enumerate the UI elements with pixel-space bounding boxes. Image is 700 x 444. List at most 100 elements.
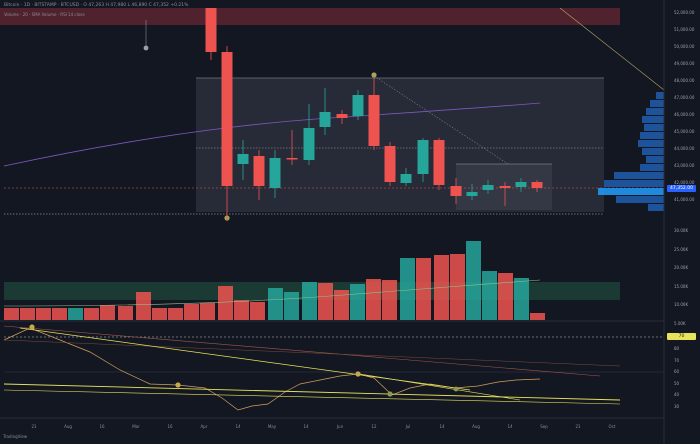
price-axis[interactable]	[664, 0, 700, 444]
time-axis-label: 21	[575, 424, 581, 429]
footer-brand: TradingView	[3, 434, 28, 439]
profile-bar	[642, 148, 664, 155]
time-axis-label: May	[267, 424, 277, 429]
current-price-badge: 47,352.00	[667, 185, 696, 192]
profile-bar	[650, 100, 664, 107]
rsi-pivot	[29, 324, 35, 330]
time-axis-label: Jun	[336, 424, 344, 429]
profile-bar	[642, 116, 664, 123]
axis-tick-label: 52,000.00	[674, 10, 695, 15]
candles-group	[205, 8, 543, 220]
volume-bar	[68, 308, 83, 320]
profile-bar	[640, 164, 664, 171]
time-axis-label: Aug	[472, 424, 480, 429]
volume-bar	[52, 308, 67, 320]
volume-bar	[200, 303, 215, 320]
candle-body[interactable]	[515, 182, 527, 187]
volume-bar	[334, 290, 349, 320]
volume-bar	[366, 279, 381, 320]
candle-body[interactable]	[286, 158, 298, 160]
volume-bar	[20, 308, 35, 320]
volume-bar	[466, 241, 481, 320]
candle-body[interactable]	[319, 112, 331, 127]
candle-body[interactable]	[368, 95, 380, 146]
axis-tick-label: 43,000.00	[674, 163, 695, 168]
candle-body[interactable]	[237, 154, 249, 164]
candle-body[interactable]	[417, 140, 429, 174]
volume-bar	[136, 292, 151, 320]
volume-bar	[4, 308, 19, 320]
time-axis-label: 16	[167, 424, 173, 429]
rsi-line	[3, 327, 541, 411]
time-axis-label: Mar	[132, 424, 140, 429]
candle-body[interactable]	[433, 140, 445, 185]
axis-tick-label: 10.00K	[674, 302, 689, 307]
candle-body[interactable]	[400, 174, 412, 183]
candle-body[interactable]	[466, 192, 478, 196]
indicator-legend[interactable]: Volume · 20 · SMA Volume · RSI 14 close	[4, 12, 85, 17]
rsi-support-line	[3, 383, 621, 401]
candle-body[interactable]	[450, 186, 462, 196]
volume-sma	[3, 279, 541, 307]
volume-bar	[84, 308, 99, 320]
rsi-trend-long	[3, 325, 601, 377]
axis-tick-label: 47,000.00	[674, 95, 695, 100]
volume-bar	[498, 273, 513, 320]
resistance-zone	[0, 8, 620, 25]
axis-tick-label: 60	[674, 369, 680, 374]
time-axis-label: Apr	[200, 424, 208, 429]
volume-bar	[118, 306, 133, 320]
volume-bar	[284, 292, 299, 320]
symbol-legend[interactable]: Bitcoin · 1D · BITSTAMP · BTCUSD · O 47,…	[4, 3, 189, 8]
candle-body[interactable]	[221, 52, 233, 186]
axis-tick-label: 45,000.00	[674, 129, 695, 134]
candle-body[interactable]	[499, 186, 511, 188]
axis-tick-label: 25.00K	[674, 246, 689, 252]
candle-body[interactable]	[269, 158, 281, 188]
profile-bar	[638, 140, 664, 147]
moving-average-line	[3, 102, 541, 167]
axis-tick-label: 48,000.00	[674, 78, 695, 83]
candle-body[interactable]	[531, 182, 543, 188]
rsi-pivot	[387, 391, 393, 397]
candle-body[interactable]	[205, 8, 217, 52]
volume-bar	[482, 271, 497, 320]
axis-tick-label: 41,000.00	[674, 197, 695, 202]
time-axis-label: 14	[507, 424, 513, 429]
profile-bar	[644, 124, 664, 131]
profile-bar	[614, 172, 664, 179]
volume-bar	[400, 258, 415, 320]
volume-bars	[4, 241, 545, 320]
axis-tick-label: 46,000.00	[674, 112, 695, 117]
axis-tick-label: 50	[674, 380, 680, 386]
pivot-marker	[371, 72, 377, 78]
profile-bar	[604, 180, 664, 187]
pivot-marker	[143, 45, 149, 51]
axis-tick-label: 44,000.00	[674, 146, 695, 151]
axis-tick-label: 30.00K	[674, 228, 689, 233]
volume-bar	[450, 254, 465, 320]
candle-body[interactable]	[303, 128, 315, 160]
rsi-pivot	[453, 386, 459, 392]
candle-body[interactable]	[253, 156, 265, 186]
rsi-trend-long	[3, 339, 621, 367]
profile-bar	[648, 204, 664, 211]
volume-bar	[250, 302, 265, 320]
volume-bar	[268, 288, 283, 320]
diagonal-trendline	[559, 7, 665, 91]
candle-body[interactable]	[336, 114, 348, 118]
rsi-trendline	[359, 373, 521, 401]
volume-bar	[168, 308, 183, 320]
candle-body[interactable]	[482, 185, 494, 190]
time-axis-label: 21	[31, 424, 37, 429]
rsi-level-badge: 70	[667, 333, 696, 340]
axis-tick-label: 40	[674, 392, 680, 397]
volume-bar	[302, 282, 317, 320]
time-axis-label: Sep	[540, 424, 548, 429]
volume-bar	[382, 280, 397, 320]
candle-body[interactable]	[352, 95, 364, 116]
time-axis-label: 14	[235, 424, 241, 429]
candle-body[interactable]	[384, 146, 396, 182]
profile-bar	[598, 188, 664, 195]
